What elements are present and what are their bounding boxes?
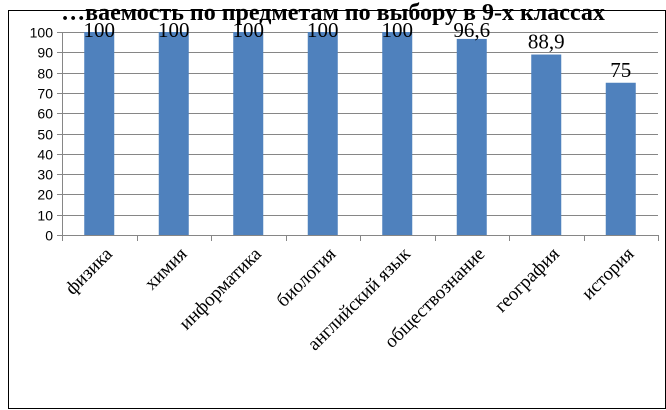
data-label: 100: [233, 18, 265, 42]
data-label: 96,6: [453, 18, 490, 42]
y-tick-label: 10: [37, 208, 53, 224]
bar: [456, 38, 487, 235]
bar: [84, 32, 115, 235]
data-labels: 100 100 100 100 100 96,6 88,9 75: [84, 18, 632, 82]
data-label: 100: [84, 18, 116, 42]
y-tick-label: 60: [37, 106, 53, 122]
y-tick-label: 90: [37, 45, 53, 61]
axes: [57, 32, 659, 241]
chart-title: …ваемость по предметам по выбору в 9-х к…: [61, 0, 605, 26]
data-label: 100: [307, 18, 339, 42]
y-tick-label: 0: [45, 228, 53, 244]
y-tick-labels: 0 10 20 30 40 50 60 70 80 90 100: [30, 25, 54, 244]
data-label: 88,9: [528, 30, 565, 54]
bar: [531, 54, 562, 235]
bar: [382, 32, 413, 235]
y-tick-label: 50: [37, 127, 53, 143]
data-label: 75: [610, 58, 631, 82]
bar: [605, 82, 636, 235]
bar: [233, 32, 264, 235]
y-tick-label: 20: [37, 187, 53, 203]
y-tick-label: 70: [37, 86, 53, 102]
y-tick-label: 30: [37, 167, 53, 183]
y-tick-label: 100: [30, 25, 54, 41]
y-tick-label: 40: [37, 147, 53, 163]
bars: [84, 32, 636, 235]
y-tick-label: 80: [37, 66, 53, 82]
bar: [158, 32, 189, 235]
bar: [307, 32, 338, 235]
data-label: 100: [158, 18, 190, 42]
data-label: 100: [382, 18, 414, 42]
